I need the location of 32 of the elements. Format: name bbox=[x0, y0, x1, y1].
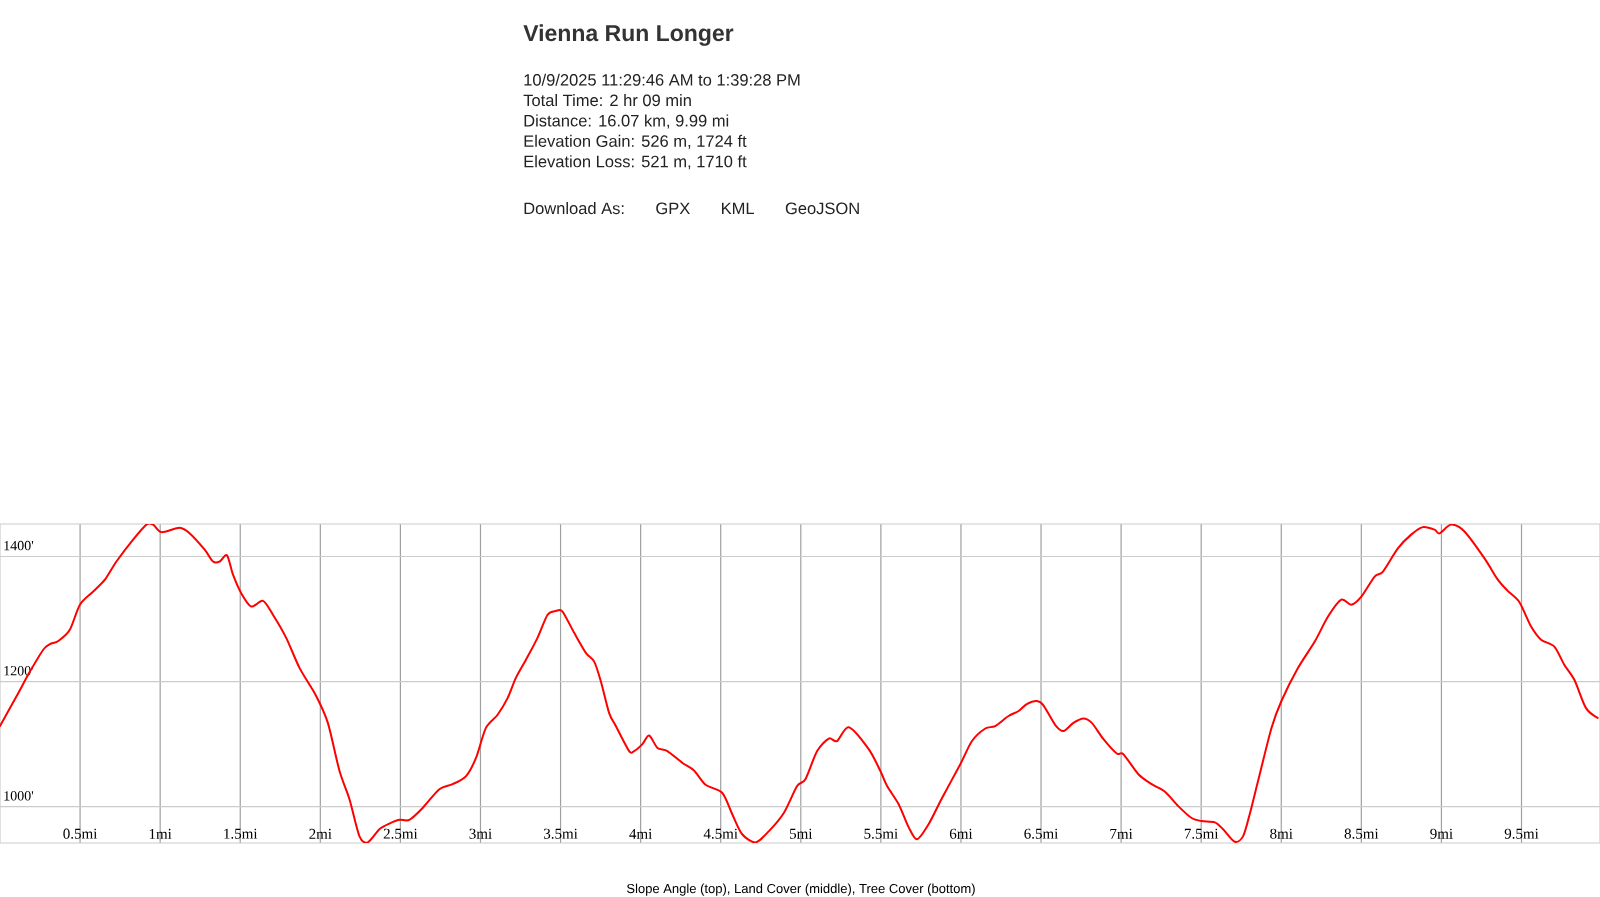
x-tick-label: 1mi bbox=[149, 828, 172, 839]
y-tick-label: 1400' bbox=[4, 540, 34, 551]
x-tick-label: 2.5mi bbox=[383, 828, 418, 839]
text: Elevation Gain: 526 m, 1724 ft bbox=[524, 134, 747, 149]
x-tick-label: 1.5mi bbox=[224, 828, 258, 839]
x-tick-label: 5.5mi bbox=[864, 828, 898, 839]
text: Total Time: 2 hr 09 min bbox=[523, 94, 691, 107]
chart-title: Vienna Run Longer bbox=[523, 24, 734, 46]
text: KML bbox=[722, 202, 755, 214]
x-tick-label: 3mi bbox=[469, 828, 492, 839]
x-tick-label: 6.5mi bbox=[1024, 828, 1059, 839]
text: Distance: 16.07 km, 9.99 mi bbox=[524, 114, 729, 129]
x-tick-label: 9mi bbox=[1430, 828, 1453, 839]
x-tick-label: 0.5mi bbox=[63, 828, 98, 839]
x-tick-label: 9.5mi bbox=[1504, 828, 1539, 839]
x-tick-label: 8.5mi bbox=[1344, 828, 1379, 839]
x-tick-label: 5mi bbox=[790, 828, 813, 839]
x-tick-label: 6mi bbox=[949, 828, 973, 839]
y-tick-label: 1000' bbox=[4, 791, 34, 801]
text: GeoJSON bbox=[785, 202, 859, 215]
text: 10/9/2025 11:29:46 AM to 1:39:28 PM bbox=[524, 73, 800, 86]
x-tick-label: 4.5mi bbox=[703, 828, 738, 839]
x-tick-label: 7.5mi bbox=[1184, 828, 1219, 839]
text: Slope Angle (top), Land Cover (middle), Tree Cover (bottom) bbox=[626, 883, 975, 896]
x-tick-label: 4mi bbox=[629, 828, 653, 839]
x-tick-label: 8mi bbox=[1270, 828, 1293, 839]
x-tick-label: 3.5mi bbox=[543, 828, 578, 839]
text: Download As: bbox=[524, 202, 624, 215]
text: GPX bbox=[656, 202, 690, 215]
x-tick-label: 2mi bbox=[309, 828, 332, 839]
x-tick-label: 7mi bbox=[1110, 828, 1133, 839]
text: Elevation Loss: 521 m, 1710 ft bbox=[524, 155, 747, 170]
